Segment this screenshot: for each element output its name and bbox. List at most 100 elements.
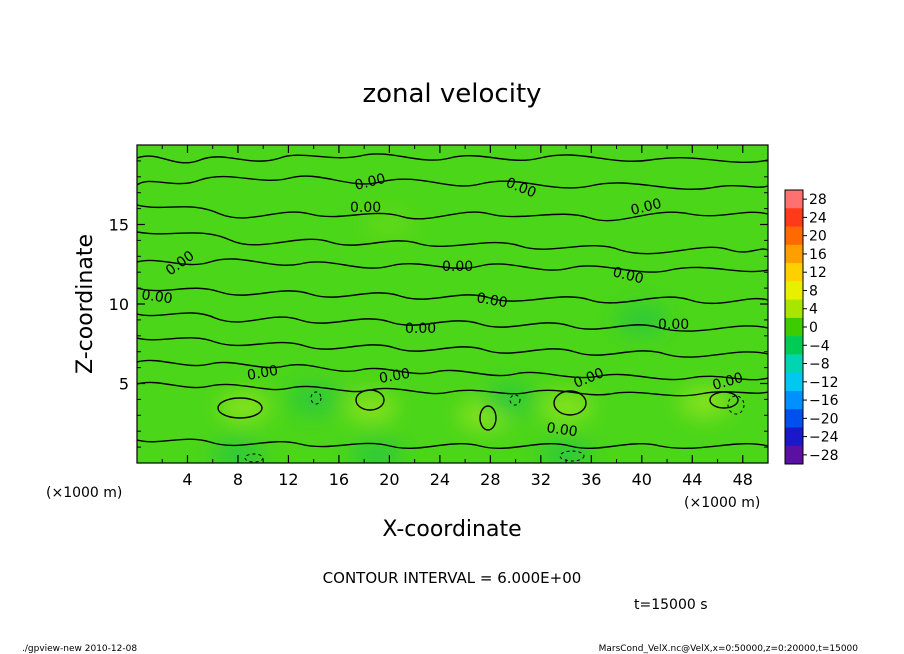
colorbar-swatch xyxy=(785,445,803,465)
contour-label: 0.00 xyxy=(442,259,473,275)
footer-left: ./gpview-new 2010-12-08 xyxy=(22,644,137,654)
colorbar-label: 24 xyxy=(809,210,827,226)
colorbar-label: 0 xyxy=(809,320,818,336)
x-tick-label: 8 xyxy=(233,470,243,489)
contour-line xyxy=(137,438,768,450)
y-ticks: 5 10 15 xyxy=(109,160,768,448)
contour-line xyxy=(137,258,768,273)
colorbar-label: −28 xyxy=(809,448,839,464)
contour-label: 0.00 xyxy=(378,366,411,387)
contour-line xyxy=(137,359,768,381)
contour-line xyxy=(355,389,385,411)
contour-line xyxy=(553,390,587,416)
negative-contours xyxy=(244,391,745,463)
time-label: t=15000 s xyxy=(634,597,708,613)
x-tick-label: 12 xyxy=(278,470,298,489)
colorbar: 28 24 20 16 12 8 4 0 −4 −8 −12 −16 −20 −24 −28 xyxy=(784,189,839,465)
contour-label: 0.00 xyxy=(350,200,381,216)
x-tick-label: 48 xyxy=(733,470,753,489)
field-cell xyxy=(483,383,536,416)
colorbar-swatch xyxy=(785,317,803,337)
x-tick-label: 20 xyxy=(379,470,399,489)
contour-line xyxy=(137,381,768,397)
colorbar-swatch xyxy=(785,427,803,447)
footer-right: MarsCond_VelX.nc@VelX,x=0:50000,z=0:2000… xyxy=(599,644,859,654)
colorbar-swatch xyxy=(785,281,803,301)
chart-title: zonal velocity xyxy=(362,79,541,109)
contour-label: 0.00 xyxy=(353,171,387,194)
contour-line-negative xyxy=(727,395,745,415)
colorbar-label: −20 xyxy=(809,411,839,427)
x-ticks: 4 8 12 16 20 24 28 32 36 40 44 48 xyxy=(161,145,753,489)
colorbar-swatch xyxy=(785,409,803,428)
y-tick-label: 10 xyxy=(109,295,129,314)
colorbar-swatch xyxy=(785,372,803,392)
y-axis-unit: (×1000 m) xyxy=(46,485,122,501)
field-cell xyxy=(540,391,593,424)
contour-line xyxy=(137,175,768,190)
contour-line xyxy=(137,337,768,358)
colorbar-swatch xyxy=(785,336,803,355)
contour-line xyxy=(137,312,768,332)
colorbar-swatch xyxy=(785,390,803,410)
colorbar-label: 28 xyxy=(809,192,827,208)
colorbar-label: 16 xyxy=(809,247,827,263)
plot-area: 0.00 0.00 0.00 0.00 0.00 0.00 0.00 0.00 … xyxy=(109,144,769,489)
contour-line-negative xyxy=(310,391,322,405)
contour-label: 0.00 xyxy=(246,363,279,384)
contour-line xyxy=(137,153,768,164)
colorbar-swatch xyxy=(785,190,803,209)
contour-line-negative xyxy=(509,394,521,406)
contour-line xyxy=(137,287,768,304)
x-tick-label: 16 xyxy=(329,470,349,489)
field-cell xyxy=(540,439,593,463)
x-tick-label: 28 xyxy=(480,470,500,489)
contour-interval: CONTOUR INTERVAL = 6.000E+00 xyxy=(323,569,582,587)
colorbar-swatch xyxy=(785,244,803,264)
colorbar-swatch xyxy=(785,354,803,374)
contour-label: 0.00 xyxy=(545,420,578,440)
contour-line xyxy=(137,231,768,255)
contour-line xyxy=(137,204,768,222)
contour-label: 0.00 xyxy=(475,290,508,311)
x-tick-label: 44 xyxy=(682,470,702,489)
x-axis-title: X-coordinate xyxy=(382,517,521,542)
x-tick-label: 32 xyxy=(531,470,551,489)
colorbar-label: 8 xyxy=(809,283,818,299)
field-cell xyxy=(287,383,340,416)
contour-label: 0.00 xyxy=(658,317,689,333)
colorbar-label: −8 xyxy=(809,357,830,373)
field-cell xyxy=(344,391,397,424)
contour-label: 0.00 xyxy=(405,321,436,337)
colorbar-label: −12 xyxy=(809,375,839,391)
x-tick-label: 4 xyxy=(182,470,192,489)
colorbar-label: 12 xyxy=(809,265,827,281)
colorbar-swatch xyxy=(785,208,803,228)
colorbar-label: 20 xyxy=(809,229,827,245)
colorbar-swatch xyxy=(785,263,803,282)
y-axis-title: Z-coordinate xyxy=(73,234,98,374)
contour-line xyxy=(709,391,739,409)
colorbar-swatch xyxy=(785,299,803,319)
colorbar-label: −4 xyxy=(809,338,830,354)
contour-line xyxy=(217,397,263,419)
x-tick-label: 40 xyxy=(632,470,652,489)
y-tick-label: 5 xyxy=(119,375,129,394)
colorbar-label: −24 xyxy=(809,430,839,446)
y-tick-label: 15 xyxy=(109,216,129,235)
contour-lines xyxy=(137,153,768,450)
contour-label: 0.00 xyxy=(611,264,645,287)
x-tick-label: 36 xyxy=(581,470,601,489)
contour-line-negative xyxy=(244,453,264,463)
contour-label: 0.00 xyxy=(629,196,663,219)
x-axis-unit: (×1000 m) xyxy=(684,495,760,511)
contour-label: 0.00 xyxy=(140,287,173,307)
contour-line xyxy=(479,405,497,431)
field-cell xyxy=(615,303,668,336)
x-tick-label: 24 xyxy=(430,470,450,489)
colorbar-swatch xyxy=(785,226,803,246)
contour-line-negative xyxy=(559,450,585,462)
colorbar-label: −16 xyxy=(809,393,839,409)
colorbar-label: 4 xyxy=(809,302,818,318)
